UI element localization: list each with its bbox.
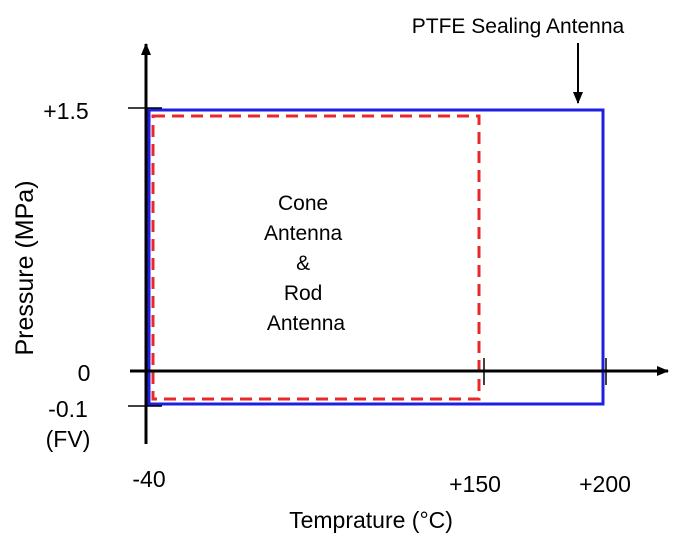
y-tick-label-minus-0.1: -0.1 [48, 396, 88, 422]
region-label-line: & [296, 252, 310, 275]
y-tick-label-0: 0 [78, 360, 91, 386]
region-label-line: Antenna [267, 312, 346, 335]
region-label-line: Cone [278, 192, 328, 215]
ptfe-annotation-label: PTFE Sealing Antenna [412, 15, 625, 38]
region-label-line: Rod [284, 282, 323, 305]
ptfe-region-rect [147, 108, 605, 406]
x-tick-label-200: +200 [579, 471, 631, 497]
x-tick-label-150: +150 [449, 471, 501, 497]
x-tick-label-minus-40: -40 [132, 466, 165, 492]
y-tick-note-fv: (FV) [46, 426, 91, 452]
x-axis-title: Temprature (°C) [289, 507, 453, 533]
cone-rod-region-rect [151, 114, 481, 401]
y-tick-label-1.5: +1.5 [43, 98, 88, 124]
region-label-line: Antenna [264, 222, 343, 245]
cone-rod-region-label: Cone Antenna & Rod Antenna [264, 192, 348, 335]
y-axis-title: Pressure (MPa) [11, 180, 39, 355]
